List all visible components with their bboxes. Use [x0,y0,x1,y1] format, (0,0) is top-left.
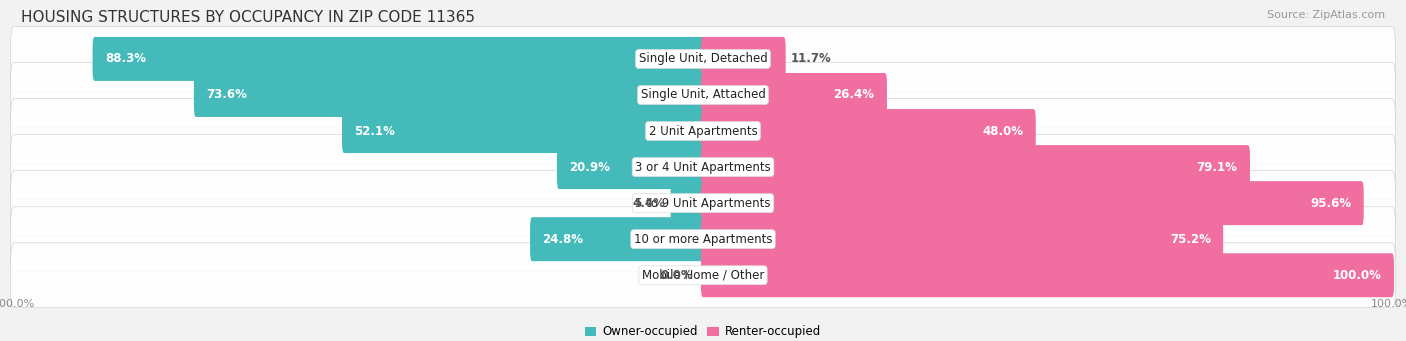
FancyBboxPatch shape [702,37,786,81]
Text: 10 or more Apartments: 10 or more Apartments [634,233,772,246]
FancyBboxPatch shape [530,217,704,261]
Legend: Owner-occupied, Renter-occupied: Owner-occupied, Renter-occupied [579,321,827,341]
FancyBboxPatch shape [194,73,704,117]
Text: 100.0%: 100.0% [1333,269,1382,282]
Text: Source: ZipAtlas.com: Source: ZipAtlas.com [1267,10,1385,20]
Text: 5 to 9 Unit Apartments: 5 to 9 Unit Apartments [636,197,770,210]
Text: 79.1%: 79.1% [1197,161,1237,174]
FancyBboxPatch shape [11,62,1395,128]
FancyBboxPatch shape [93,37,704,81]
FancyBboxPatch shape [557,145,704,189]
Text: 26.4%: 26.4% [834,89,875,102]
Text: 24.8%: 24.8% [543,233,583,246]
FancyBboxPatch shape [702,217,1223,261]
Text: 75.2%: 75.2% [1170,233,1211,246]
Text: 2 Unit Apartments: 2 Unit Apartments [648,124,758,137]
Text: 11.7%: 11.7% [790,53,831,65]
Text: 0.0%: 0.0% [659,269,693,282]
FancyBboxPatch shape [702,253,1393,297]
FancyBboxPatch shape [702,109,1036,153]
Text: HOUSING STRUCTURES BY OCCUPANCY IN ZIP CODE 11365: HOUSING STRUCTURES BY OCCUPANCY IN ZIP C… [21,10,475,25]
FancyBboxPatch shape [671,181,704,225]
FancyBboxPatch shape [11,207,1395,272]
FancyBboxPatch shape [702,181,1364,225]
Text: 3 or 4 Unit Apartments: 3 or 4 Unit Apartments [636,161,770,174]
Text: 95.6%: 95.6% [1310,197,1351,210]
FancyBboxPatch shape [11,99,1395,163]
FancyBboxPatch shape [11,27,1395,91]
Text: Mobile Home / Other: Mobile Home / Other [641,269,765,282]
Text: 73.6%: 73.6% [207,89,247,102]
Text: 52.1%: 52.1% [354,124,395,137]
Text: 20.9%: 20.9% [569,161,610,174]
FancyBboxPatch shape [702,73,887,117]
FancyBboxPatch shape [342,109,704,153]
Text: 88.3%: 88.3% [105,53,146,65]
Text: 48.0%: 48.0% [983,124,1024,137]
FancyBboxPatch shape [11,171,1395,236]
FancyBboxPatch shape [11,243,1395,308]
FancyBboxPatch shape [11,135,1395,199]
FancyBboxPatch shape [702,145,1250,189]
Text: Single Unit, Attached: Single Unit, Attached [641,89,765,102]
Text: Single Unit, Detached: Single Unit, Detached [638,53,768,65]
Text: 4.4%: 4.4% [633,197,666,210]
